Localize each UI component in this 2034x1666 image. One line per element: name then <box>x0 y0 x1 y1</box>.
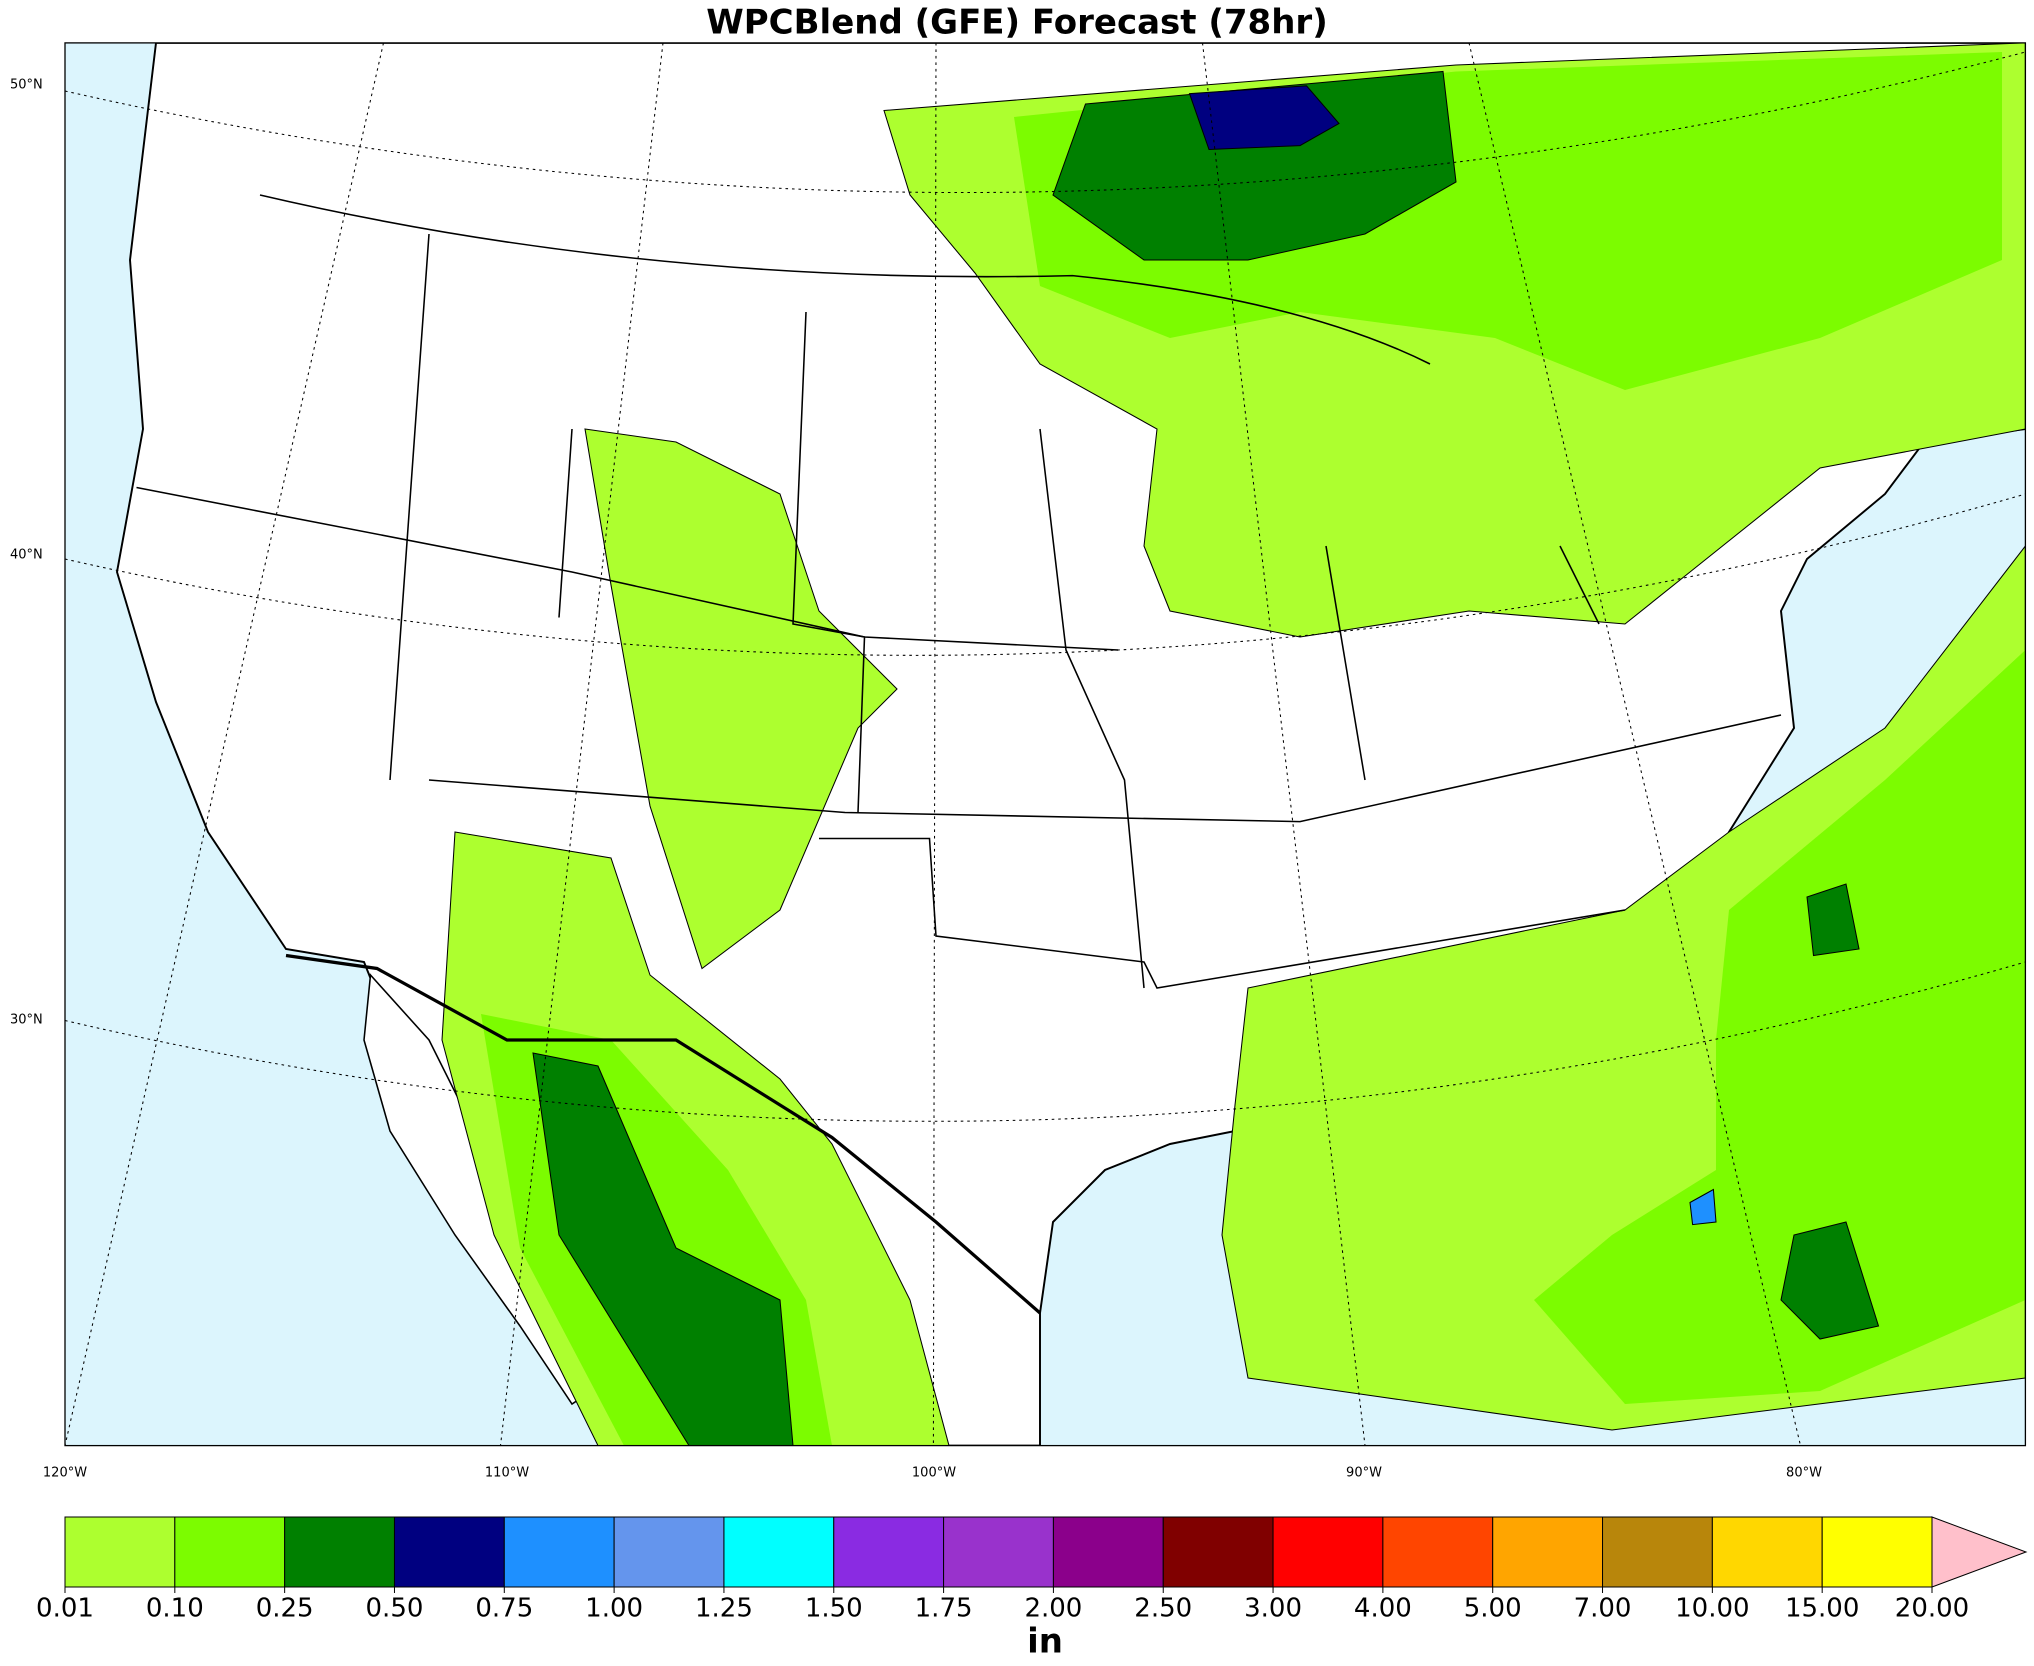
lat-label: 50°N <box>10 78 43 93</box>
state-borders <box>136 194 1782 1315</box>
precip-areas <box>441 42 2026 1446</box>
colorbar-label: 1.25 <box>695 1594 753 1624</box>
lon-labels: 120°W 110°W 100°W 90°W 80°W <box>43 1466 1822 1481</box>
colorbar-swatch <box>833 1516 945 1588</box>
colorbar-label: 2.50 <box>1134 1594 1192 1624</box>
map-title: WPCBlend (GFE) Forecast (78hr) <box>706 3 1327 43</box>
colorbar-label: 2.00 <box>1024 1594 1082 1624</box>
colorbar-label: 7.00 <box>1574 1594 1632 1624</box>
colorbar-label: 0.75 <box>475 1594 533 1624</box>
colorbar-label: 3.00 <box>1244 1594 1302 1624</box>
colorbar-swatch <box>943 1516 1054 1588</box>
colorbar-label: 15.00 <box>1785 1594 1859 1624</box>
colorbar-swatch <box>174 1516 286 1588</box>
colorbar-swatch <box>1711 1516 1823 1588</box>
colorbar-label: 1.00 <box>585 1594 643 1624</box>
colorbar-swatch <box>64 1516 176 1588</box>
colorbar-units: in <box>1027 1622 1063 1662</box>
colorbar-label: 4.00 <box>1354 1594 1412 1624</box>
colorbar-swatch <box>723 1516 835 1588</box>
colorbar-label: 10.00 <box>1675 1594 1749 1624</box>
colorbar-swatch <box>284 1516 395 1588</box>
colorbar-label: 0.01 <box>36 1594 94 1624</box>
colorbar-swatch <box>503 1516 615 1588</box>
colorbar-label: 0.25 <box>256 1594 314 1624</box>
colorbar: 0.01 0.10 0.25 0.50 0.75 1.00 1.25 1.50 1.75 2.00… <box>36 1516 2028 1624</box>
lon-label: 90°W <box>1346 1466 1382 1481</box>
map <box>64 42 2027 1447</box>
colorbar-swatch <box>1492 1516 1604 1588</box>
lon-label: 100°W <box>912 1466 956 1481</box>
colorbar-label: 1.75 <box>915 1594 973 1624</box>
colorbar-label: 0.10 <box>146 1594 204 1624</box>
lat-label: 30°N <box>10 1013 43 1028</box>
colorbar-swatch <box>1052 1516 1164 1588</box>
colorbar-label: 20.00 <box>1895 1594 1969 1624</box>
lon-label: 80°W <box>1786 1466 1822 1481</box>
colorbar-label: 0.50 <box>366 1594 424 1624</box>
colorbar-swatch <box>1272 1516 1384 1588</box>
lat-labels: 50°N 40°N 30°N <box>10 78 43 1028</box>
lon-label: 110°W <box>485 1466 529 1481</box>
graticule <box>64 42 2026 1446</box>
colorbar-extend <box>1931 1516 2028 1588</box>
colorbar-swatch <box>1602 1516 1713 1588</box>
map-frame <box>64 42 2027 1447</box>
colorbar-swatch <box>1821 1516 1933 1588</box>
colorbar-swatch <box>393 1516 505 1588</box>
colorbar-swatch <box>1162 1516 1274 1588</box>
colorbar-swatch <box>613 1516 725 1588</box>
colorbar-swatch <box>1382 1516 1494 1588</box>
lat-label: 40°N <box>10 548 43 563</box>
colorbar-label: 5.00 <box>1464 1594 1522 1624</box>
lon-label: 120°W <box>43 1466 87 1481</box>
colorbar-label: 1.50 <box>805 1594 863 1624</box>
